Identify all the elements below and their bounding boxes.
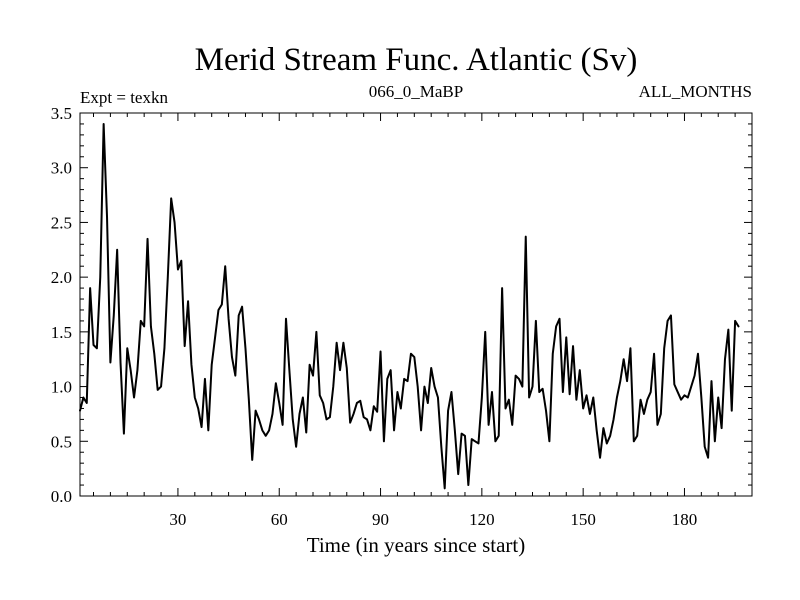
y-tick-label: 2.5	[51, 213, 72, 232]
x-tick-label: 90	[372, 510, 389, 529]
y-tick-labels: 0.0 0.5 1.0 1.5 2.0 2.5 3.0 3.5	[51, 104, 72, 506]
x-tick-label: 180	[672, 510, 698, 529]
x-tick-label: 150	[570, 510, 596, 529]
y-tick-label: 0.5	[51, 432, 72, 451]
series-line	[79, 122, 740, 490]
x-tick-label: 30	[169, 510, 186, 529]
y-tick-label: 3.5	[51, 104, 72, 123]
x-tick-label: 60	[271, 510, 288, 529]
major-ticks	[80, 112, 752, 497]
plot-frame	[79, 112, 753, 497]
months-label: ALL_MONTHS	[639, 82, 752, 101]
period-label: 066_0_MaBP	[369, 82, 463, 101]
x-axis-label: Time (in years since start)	[307, 533, 526, 557]
x-tick-label: 120	[469, 510, 495, 529]
y-tick-label: 2.0	[51, 268, 72, 287]
y-tick-label: 1.0	[51, 378, 72, 397]
x-tick-labels: 30 60 90 120 150 180	[169, 510, 697, 529]
experiment-label: Expt = texkn	[80, 88, 168, 107]
y-tick-label: 3.0	[51, 159, 72, 178]
minor-ticks	[80, 113, 752, 496]
y-tick-label: 1.5	[51, 323, 72, 342]
y-tick-label: 0.0	[51, 487, 72, 506]
chart-title: Merid Stream Func. Atlantic (Sv)	[195, 42, 638, 78]
